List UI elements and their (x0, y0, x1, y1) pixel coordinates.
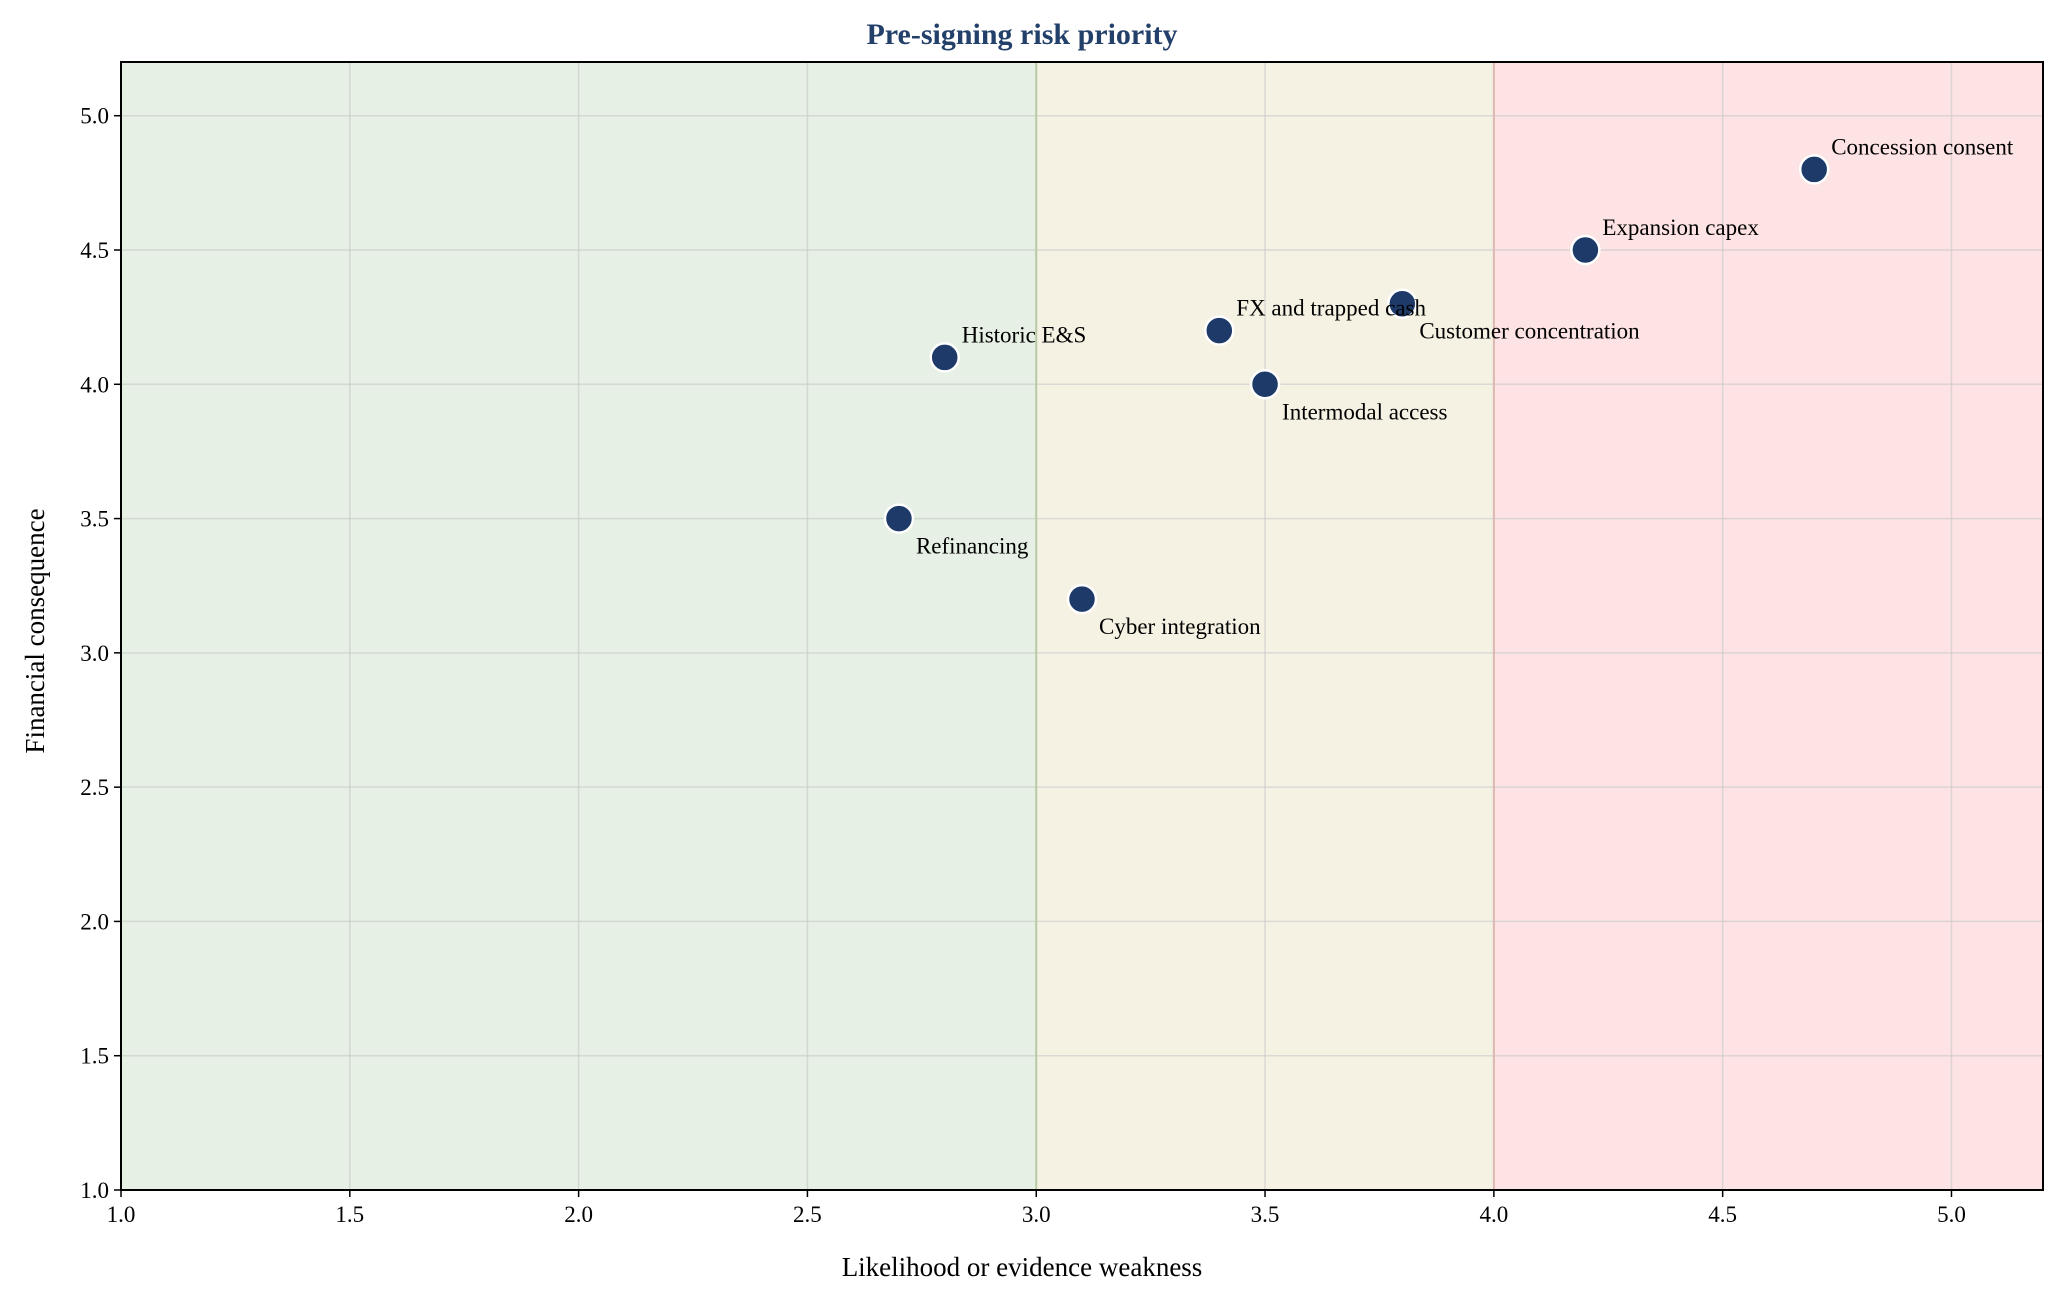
x-tick-label: 1.5 (335, 1202, 364, 1227)
data-points (883, 154, 1830, 615)
point-label: Cyber integration (1099, 614, 1261, 639)
x-tick-label: 5.0 (1937, 1202, 1966, 1227)
data-point (883, 503, 915, 534)
zone-boundaries (1035, 62, 1495, 1190)
chart-title: Pre-signing risk priority (866, 18, 1177, 51)
y-tick-label: 5.0 (80, 104, 109, 129)
y-tick-label: 2.0 (80, 909, 109, 934)
x-tick-label: 2.0 (564, 1202, 593, 1227)
point-label: Refinancing (916, 534, 1029, 559)
point-label: Historic E&S (962, 322, 1087, 347)
x-tick-label: 4.5 (1708, 1202, 1737, 1227)
data-point (1570, 234, 1601, 266)
y-axis-ticks: 1.0 1.5 2.0 2.5 3.0 3.5 4.0 4.5 5.0 (80, 104, 121, 1203)
y-tick-label: 4.5 (80, 238, 109, 263)
x-tick-label: 3.0 (1022, 1202, 1051, 1227)
point-label: Customer concentration (1419, 319, 1640, 344)
y-tick-label: 3.5 (80, 507, 109, 532)
y-tick-label: 4.0 (80, 372, 109, 397)
y-tick-label: 1.0 (80, 1178, 109, 1203)
data-point (1066, 583, 1098, 615)
point-label: Expansion capex (1602, 215, 1759, 240)
x-tick-label: 2.5 (793, 1202, 822, 1227)
data-point (1249, 369, 1281, 400)
data-point (929, 342, 960, 373)
x-axis-ticks: 1.0 1.5 2.0 2.5 3.0 3.5 4.0 4.5 5.0 (107, 1190, 1966, 1227)
point-label: FX and trapped cash (1236, 296, 1426, 321)
y-tick-label: 1.5 (80, 1044, 109, 1069)
data-point (1387, 288, 1418, 319)
point-label: Intermodal access (1282, 399, 1447, 424)
x-tick-label: 3.5 (1251, 1202, 1280, 1227)
data-point (1204, 315, 1235, 346)
y-tick-label: 3.0 (80, 641, 109, 666)
zone-3 (1493, 62, 2043, 1190)
data-point (1798, 154, 1830, 185)
x-tick-label: 1.0 (107, 1202, 136, 1227)
point-label: Concession consent (1831, 134, 2014, 159)
x-axis-label: Likelihood or evidence weakness (842, 1252, 1203, 1282)
y-axis-label: Financial consequence (20, 508, 50, 753)
plot-frame (120, 61, 2044, 1191)
y-tick-label: 2.5 (80, 775, 109, 800)
point-labels: Concession consent Expansion capex FX and … (916, 134, 2014, 639)
x-tick-label: 4.0 (1479, 1202, 1508, 1227)
